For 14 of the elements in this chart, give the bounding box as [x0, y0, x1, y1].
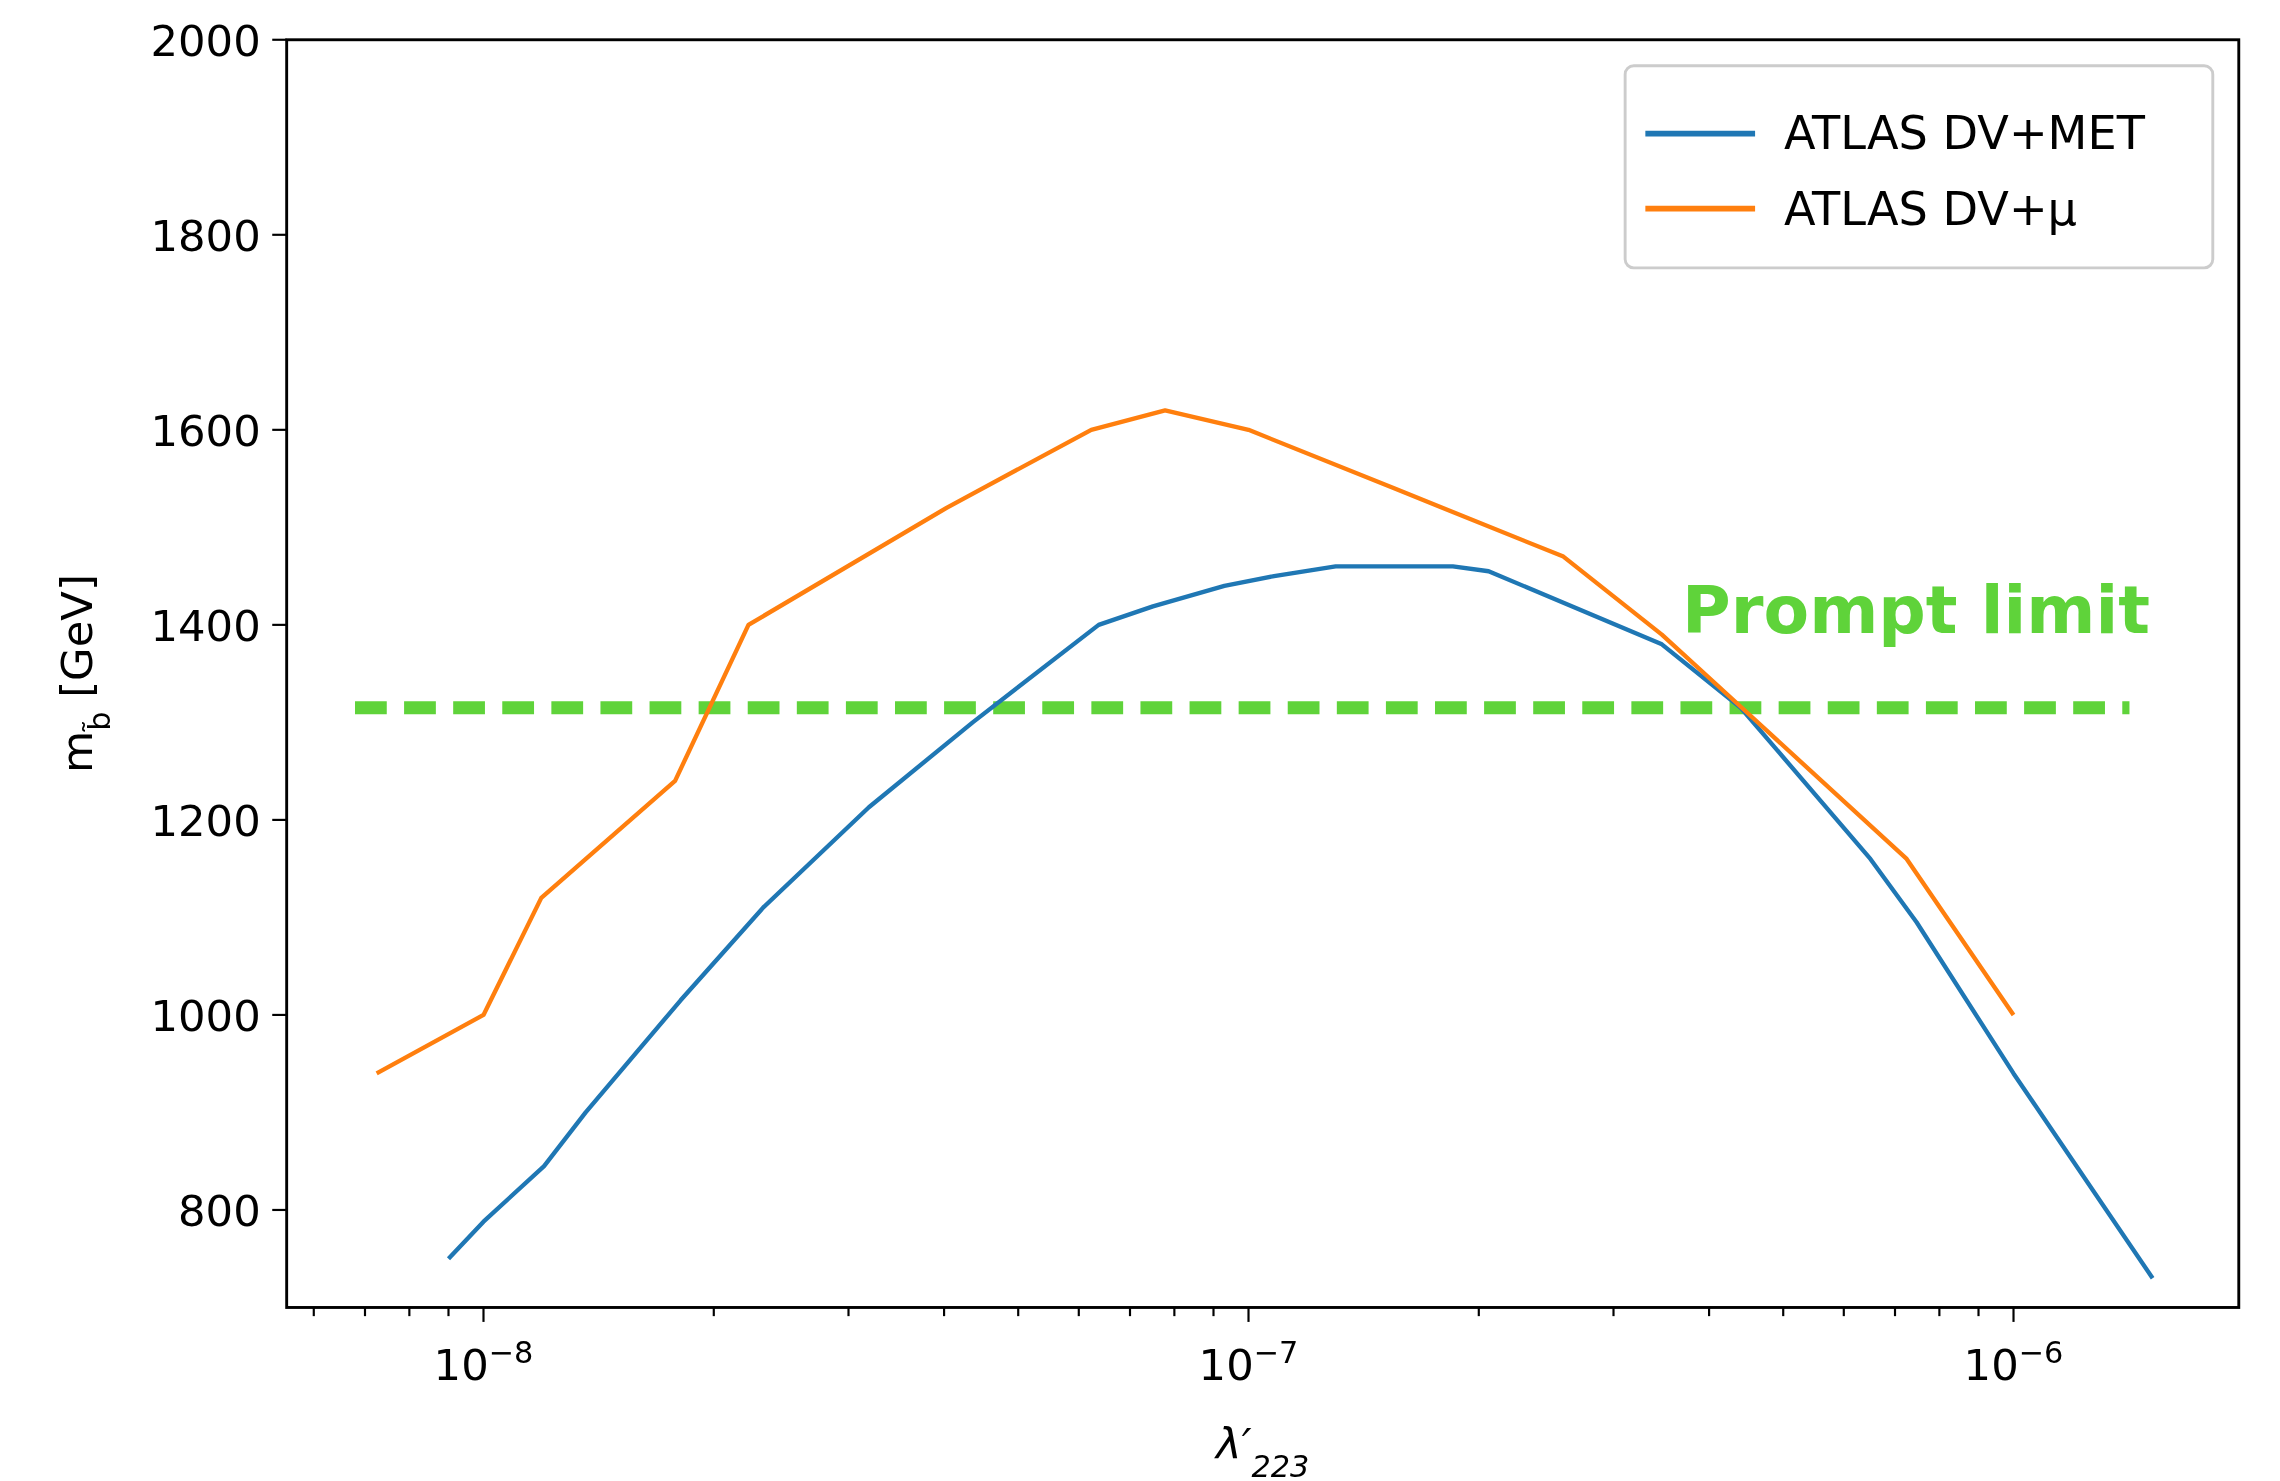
y-tick-label: 2000 — [150, 15, 261, 66]
x-axis-title: λ′$_{223}$ — [1214, 1419, 1310, 1481]
y-tick-label: 1400 — [150, 600, 261, 651]
x-tick-label: 10$^{−8}$ — [433, 1334, 534, 1390]
ref-line-label: Prompt limit — [1682, 570, 2150, 649]
y-tick-label: 1600 — [150, 405, 261, 456]
y-tick-label: 1200 — [150, 795, 261, 846]
y-tick-label: 1800 — [150, 210, 261, 261]
legend-label: ATLAS DV+MET — [1783, 106, 2146, 161]
y-tick-label: 1000 — [150, 990, 261, 1041]
x-tick-label: 10$^{−6}$ — [1963, 1334, 2064, 1390]
legend-label: ATLAS DV+μ — [1783, 181, 2078, 236]
y-tick-label: 800 — [178, 1185, 261, 1236]
x-tick-label: 10$^{−7}$ — [1198, 1334, 1299, 1390]
